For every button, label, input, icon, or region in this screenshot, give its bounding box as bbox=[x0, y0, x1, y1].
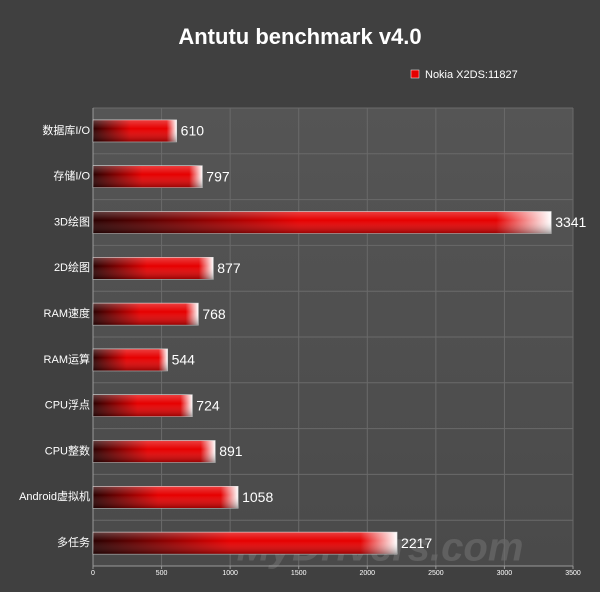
y-tick-label: 数据库I/O bbox=[42, 123, 90, 137]
x-tick-label: 0 bbox=[91, 570, 95, 577]
value-label: 724 bbox=[196, 397, 220, 413]
bar-shine bbox=[93, 165, 203, 188]
x-tick-label: 3500 bbox=[565, 570, 581, 577]
y-tick-label: CPU整数 bbox=[45, 443, 90, 457]
bar-shine bbox=[93, 532, 398, 555]
x-tick-label: 1000 bbox=[222, 570, 238, 577]
value-label: 891 bbox=[219, 443, 243, 459]
legend-swatch bbox=[410, 69, 420, 79]
y-tick-label: RAM运算 bbox=[44, 352, 90, 366]
bar-shine bbox=[93, 440, 216, 463]
y-tick-label: CPU浮点 bbox=[45, 399, 90, 412]
value-label: 610 bbox=[181, 123, 205, 139]
bar-shine bbox=[93, 348, 168, 371]
value-label: 3341 bbox=[555, 214, 586, 230]
y-tick-label: RAM速度 bbox=[44, 306, 90, 320]
y-tick-label: 3D绘图 bbox=[54, 214, 90, 228]
x-tick-label: 500 bbox=[156, 570, 168, 577]
chart-title: Antutu benchmark v4.0 bbox=[178, 24, 421, 49]
y-tick-label: Android虚拟机 bbox=[19, 489, 90, 503]
value-label: 544 bbox=[172, 352, 196, 368]
bar-shine bbox=[93, 303, 199, 326]
bar-shine bbox=[93, 486, 239, 509]
y-tick-label: 多任务 bbox=[57, 535, 90, 549]
x-tick-label: 2000 bbox=[359, 570, 375, 577]
value-label: 2217 bbox=[401, 535, 432, 551]
value-label: 797 bbox=[206, 168, 230, 184]
bar-shine bbox=[93, 211, 552, 234]
legend-label: Nokia X2DS:11827 bbox=[425, 69, 518, 81]
y-tick-label: 2D绘图 bbox=[54, 260, 90, 274]
value-label: 768 bbox=[202, 306, 226, 322]
y-tick-label: 存储I/O bbox=[53, 169, 90, 183]
bar-shine bbox=[93, 394, 193, 417]
value-label: 877 bbox=[217, 260, 241, 276]
bar-shine bbox=[93, 119, 177, 142]
bar-shine bbox=[93, 257, 214, 280]
x-tick-label: 1500 bbox=[291, 570, 307, 577]
x-tick-label: 3000 bbox=[497, 570, 513, 577]
value-label: 1058 bbox=[242, 489, 273, 505]
x-tick-label: 2500 bbox=[428, 570, 444, 577]
